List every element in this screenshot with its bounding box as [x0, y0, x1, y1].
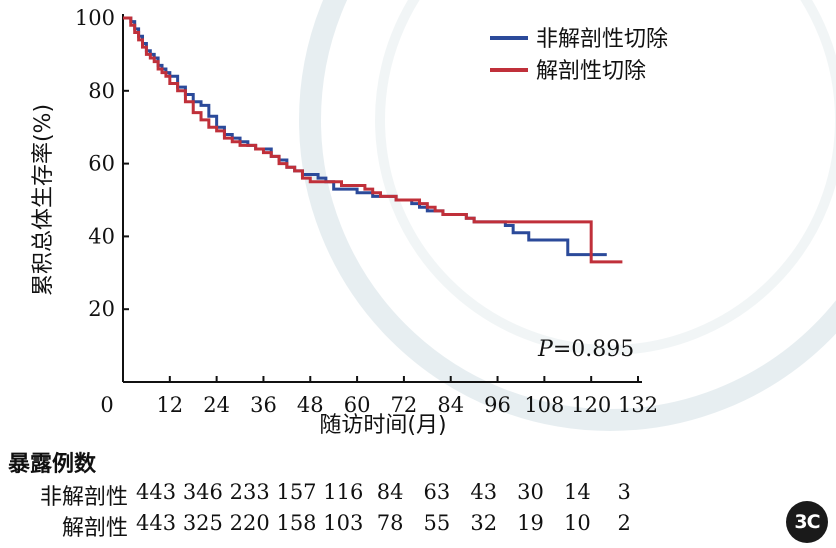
risk-cell: 116	[323, 480, 364, 504]
y-ticks: 20 40 60 80 100	[75, 6, 129, 321]
x-tick-label: 120	[571, 393, 611, 417]
survival-chart: 累积总体生存率(%) 20 40 60 80 100 0 12 24 36 48 60 72 84 96…	[31, 6, 668, 438]
x-tick-label: 108	[524, 393, 564, 417]
series-line-1	[123, 16, 623, 264]
risk-table-title: 暴露例数	[8, 452, 97, 477]
x-tick-label: 24	[203, 393, 230, 417]
risk-cell: 443	[136, 480, 177, 504]
number-at-risk-table: 暴露例数 非解剖性 443 346 233 157 116 84 63 43 30 14 3 解剖性 44…	[0, 440, 836, 548]
risk-cell: 30	[517, 480, 544, 504]
y-tick-label: 20	[88, 297, 115, 321]
x-tick-label: 132	[618, 393, 658, 417]
risk-cell: 55	[423, 511, 451, 535]
y-tick-label: 100	[75, 6, 115, 30]
p-value-italic: P	[537, 337, 554, 362]
x-tick-label: 48	[297, 393, 324, 417]
x-tick-label: 36	[250, 393, 277, 417]
y-axis-label: 累积总体生存率(%)	[31, 104, 56, 296]
risk-cell: 63	[423, 480, 451, 504]
risk-cell: 233	[229, 480, 270, 504]
y-axis-title: 累积总体生存率(%)	[31, 104, 56, 296]
x-tick-label: 60	[344, 393, 371, 417]
y-tick-label: 40	[88, 224, 115, 248]
risk-row-label: 解剖性	[61, 516, 128, 541]
p-value-annotation: P=0.895	[537, 337, 634, 362]
x-axis-label: 随访时间(月)	[319, 413, 446, 438]
x-tick-label: 12	[156, 393, 183, 417]
risk-cell: 2	[617, 511, 631, 535]
risk-cell: 19	[517, 511, 544, 535]
x-tick-label: 72	[391, 393, 418, 417]
series-lines	[123, 16, 623, 264]
axes	[122, 14, 642, 383]
y-tick-label: 60	[88, 152, 115, 176]
x-tick-label: 84	[437, 393, 464, 417]
figure-badge: 3C	[786, 501, 828, 543]
risk-cell: 78	[376, 511, 404, 535]
x-tick-label: 0	[100, 393, 113, 417]
x-tick-label: 96	[484, 393, 511, 417]
series-line-0	[123, 16, 607, 257]
risk-cell: 14	[563, 480, 591, 504]
risk-cell: 220	[229, 511, 270, 535]
legend-label-0: 非解剖性切除	[536, 27, 668, 52]
legend-label-1: 解剖性切除	[536, 59, 646, 84]
risk-cell: 158	[276, 511, 317, 535]
risk-cell: 443	[136, 511, 177, 535]
x-ticks: 0 12 24 36 48 60 72 84 96 108 120 132	[100, 376, 658, 417]
risk-row-label: 非解剖性	[39, 485, 128, 510]
risk-cell: 3	[617, 480, 631, 504]
risk-cell: 103	[323, 511, 364, 535]
risk-cell: 43	[470, 480, 498, 504]
risk-cell: 157	[276, 480, 317, 504]
risk-cell: 32	[470, 511, 498, 535]
risk-cell: 346	[182, 480, 223, 504]
y-tick-label: 80	[88, 79, 115, 103]
risk-cell: 325	[182, 511, 223, 535]
risk-cell: 10	[563, 511, 591, 535]
risk-cell: 84	[376, 480, 404, 504]
p-value-rest: =0.895	[553, 337, 634, 362]
